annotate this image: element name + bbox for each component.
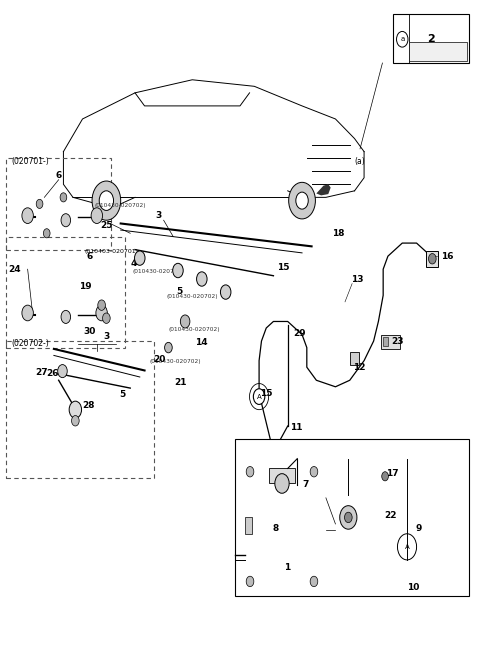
Circle shape xyxy=(134,251,145,265)
Text: 24: 24 xyxy=(9,265,21,274)
Text: 2: 2 xyxy=(427,34,435,44)
Circle shape xyxy=(96,305,108,321)
Text: 8: 8 xyxy=(272,524,278,533)
Text: 6: 6 xyxy=(56,171,62,180)
Circle shape xyxy=(382,472,388,481)
Circle shape xyxy=(275,474,289,493)
Text: (020701-): (020701-) xyxy=(11,157,48,166)
Text: 19: 19 xyxy=(79,282,91,291)
Text: 5: 5 xyxy=(119,390,125,399)
Text: 3: 3 xyxy=(156,211,162,220)
Text: 3: 3 xyxy=(103,332,109,341)
Bar xyxy=(6,158,111,250)
FancyBboxPatch shape xyxy=(333,491,364,544)
Text: A: A xyxy=(405,544,409,550)
Text: 15: 15 xyxy=(276,263,289,272)
FancyBboxPatch shape xyxy=(381,469,389,483)
Text: (010430-020702): (010430-020702) xyxy=(166,294,217,299)
Bar xyxy=(6,341,154,478)
Circle shape xyxy=(345,512,352,523)
Circle shape xyxy=(61,214,71,227)
Text: 23: 23 xyxy=(391,337,404,346)
Circle shape xyxy=(22,305,34,321)
Text: 25: 25 xyxy=(100,221,113,230)
Circle shape xyxy=(58,365,67,378)
Circle shape xyxy=(246,576,254,586)
Circle shape xyxy=(165,342,172,353)
Circle shape xyxy=(310,576,318,586)
Text: 5: 5 xyxy=(176,287,182,296)
Circle shape xyxy=(72,415,79,426)
Circle shape xyxy=(173,263,183,277)
Circle shape xyxy=(103,313,110,323)
Circle shape xyxy=(180,315,190,328)
Circle shape xyxy=(98,300,106,310)
Circle shape xyxy=(69,401,82,418)
Text: 7: 7 xyxy=(303,480,309,489)
Polygon shape xyxy=(35,204,78,230)
Text: (010430-020702): (010430-020702) xyxy=(149,359,201,365)
Circle shape xyxy=(61,310,71,323)
Text: 14: 14 xyxy=(194,338,207,347)
Text: 21: 21 xyxy=(174,379,187,388)
Text: (010430-020702): (010430-020702) xyxy=(95,203,146,208)
Text: 1: 1 xyxy=(284,564,290,572)
Circle shape xyxy=(43,229,50,238)
Text: 6: 6 xyxy=(86,252,93,260)
FancyBboxPatch shape xyxy=(393,14,469,64)
Circle shape xyxy=(246,466,254,477)
Circle shape xyxy=(60,193,67,202)
FancyBboxPatch shape xyxy=(381,335,400,349)
Text: 16: 16 xyxy=(441,252,454,260)
Text: A: A xyxy=(257,394,262,400)
Text: 17: 17 xyxy=(386,468,399,478)
Text: 13: 13 xyxy=(351,274,363,283)
Circle shape xyxy=(92,181,120,220)
Polygon shape xyxy=(35,302,78,328)
Text: 29: 29 xyxy=(293,329,306,338)
Text: 15: 15 xyxy=(260,389,273,398)
Text: (010403-020701): (010403-020701) xyxy=(85,249,139,254)
Text: 9: 9 xyxy=(416,524,422,533)
Circle shape xyxy=(340,506,357,529)
Text: (a): (a) xyxy=(354,157,365,166)
Polygon shape xyxy=(316,184,331,195)
Circle shape xyxy=(310,466,318,477)
Circle shape xyxy=(220,285,231,299)
FancyBboxPatch shape xyxy=(350,352,360,365)
Text: 4: 4 xyxy=(131,260,137,268)
Bar xyxy=(6,237,125,348)
Circle shape xyxy=(36,199,43,209)
Text: (010430-020702): (010430-020702) xyxy=(132,269,184,274)
Circle shape xyxy=(296,192,308,209)
Text: (010430-020702): (010430-020702) xyxy=(168,327,220,333)
Circle shape xyxy=(288,182,315,219)
Text: 12: 12 xyxy=(353,363,366,372)
FancyBboxPatch shape xyxy=(245,518,252,534)
Circle shape xyxy=(91,208,103,224)
Text: 20: 20 xyxy=(154,355,166,364)
FancyBboxPatch shape xyxy=(426,251,438,267)
Text: (020702-): (020702-) xyxy=(11,339,48,348)
Circle shape xyxy=(22,208,34,224)
Circle shape xyxy=(99,191,114,211)
Circle shape xyxy=(197,272,207,286)
Circle shape xyxy=(429,253,436,264)
FancyBboxPatch shape xyxy=(409,42,467,62)
Circle shape xyxy=(253,389,265,405)
FancyBboxPatch shape xyxy=(242,465,324,589)
Polygon shape xyxy=(411,44,464,60)
Text: 10: 10 xyxy=(407,583,420,592)
Text: a: a xyxy=(400,36,404,42)
FancyBboxPatch shape xyxy=(269,468,295,483)
Text: 22: 22 xyxy=(384,511,396,520)
Text: 11: 11 xyxy=(290,423,302,432)
Text: 26: 26 xyxy=(46,369,59,379)
Text: 30: 30 xyxy=(84,327,96,336)
FancyBboxPatch shape xyxy=(383,337,388,346)
Polygon shape xyxy=(176,377,185,388)
Text: 28: 28 xyxy=(82,401,95,409)
Text: 27: 27 xyxy=(36,368,48,377)
FancyBboxPatch shape xyxy=(235,439,469,596)
